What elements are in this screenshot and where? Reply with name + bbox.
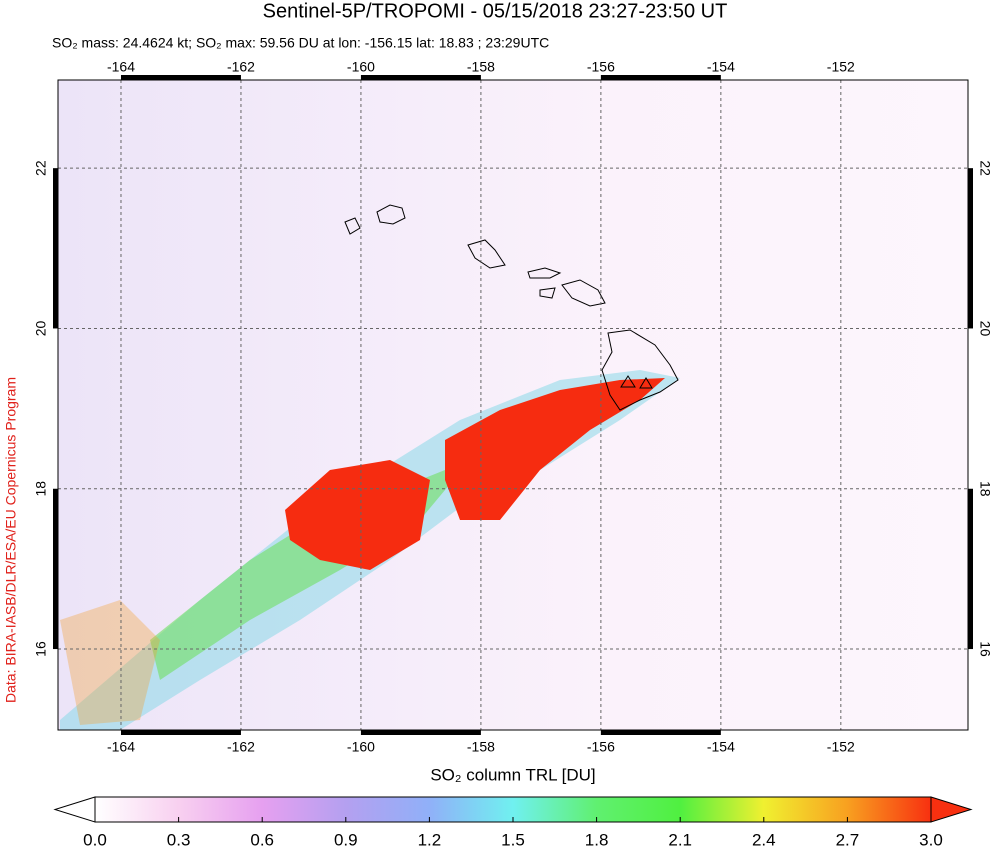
colorbar-tick-label: 0.6 bbox=[250, 830, 274, 849]
y-tick-label: 16 bbox=[977, 641, 991, 657]
island bbox=[539, 287, 556, 299]
plume-core bbox=[285, 460, 430, 570]
plume-core bbox=[445, 378, 665, 520]
colorbar-tick-label: 2.7 bbox=[836, 830, 860, 849]
frame-segment bbox=[600, 730, 721, 735]
x-tick-label: -158 bbox=[467, 59, 495, 75]
x-tick-label: -156 bbox=[587, 739, 615, 755]
colorbar-tick-label: 0.3 bbox=[167, 830, 191, 849]
colorbar-tick-label: 0.0 bbox=[83, 830, 107, 849]
island bbox=[527, 267, 562, 279]
coastlines bbox=[344, 204, 679, 411]
y-tick-label: 22 bbox=[33, 160, 49, 176]
island bbox=[344, 217, 361, 235]
frame-segment bbox=[968, 488, 973, 650]
y-tick-label: 18 bbox=[33, 481, 49, 497]
colorbar: 0.0 0.3 0.6 0.9 1.2 1.5 1.8 2.1 2.4 2.7 3.0 bbox=[53, 796, 973, 849]
frame-segment bbox=[53, 168, 58, 329]
axis-labels: -164 -164 -162 -162 -160 -160 -158 -158 -156 -156… bbox=[33, 59, 991, 755]
frame-segment bbox=[53, 488, 58, 650]
x-tick-label: -160 bbox=[347, 739, 375, 755]
grid bbox=[58, 80, 968, 730]
y-tick-label: 22 bbox=[977, 160, 991, 176]
x-tick-label: -152 bbox=[827, 59, 855, 75]
frame-segment bbox=[120, 730, 241, 735]
map-frame bbox=[57, 79, 969, 731]
colorbar-tick-label: 2.4 bbox=[752, 830, 776, 849]
x-tick-label: -156 bbox=[587, 59, 615, 75]
subtitle: SO₂ mass: 24.4624 kt; SO₂ max: 59.56 DU … bbox=[52, 35, 549, 51]
x-tick-label: -158 bbox=[467, 739, 495, 755]
y-tick-label: 20 bbox=[977, 321, 991, 337]
colorbar-tick-label: 1.8 bbox=[585, 830, 609, 849]
frame-segment bbox=[968, 168, 973, 329]
title: Sentinel-5P/TROPOMI - 05/15/2018 23:27-2… bbox=[263, 0, 728, 22]
x-tick-label: -162 bbox=[227, 59, 255, 75]
colorbar-tick-label: 2.1 bbox=[668, 830, 692, 849]
map-area bbox=[58, 80, 968, 730]
frame-segment bbox=[360, 75, 481, 80]
frame-segment bbox=[120, 75, 241, 80]
x-tick-label: -154 bbox=[707, 59, 735, 75]
colorbar-tick-label: 0.9 bbox=[334, 830, 358, 849]
frame-segment bbox=[360, 730, 481, 735]
y-tick-label: 18 bbox=[977, 481, 991, 497]
island bbox=[601, 329, 679, 411]
island bbox=[467, 239, 506, 269]
x-tick-label: -160 bbox=[347, 59, 375, 75]
x-tick-label: -152 bbox=[827, 739, 855, 755]
colorbar-label: SO₂ column TRL [DU] bbox=[430, 765, 595, 784]
y-tick-label: 20 bbox=[33, 320, 49, 336]
colorbar-tick-label: 3.0 bbox=[919, 830, 943, 849]
colorbar-under bbox=[53, 796, 96, 823]
frame-segment bbox=[600, 75, 721, 80]
x-tick-label: -154 bbox=[707, 739, 735, 755]
island bbox=[561, 279, 606, 307]
x-tick-label: -164 bbox=[107, 59, 135, 75]
colorbar-tick-label: 1.2 bbox=[418, 830, 442, 849]
x-tick-label: -162 bbox=[227, 739, 255, 755]
x-tick-label: -164 bbox=[107, 739, 135, 755]
credit: Data: BIRA-IASB/DLR/ESA/EU Copernicus Pr… bbox=[3, 377, 19, 703]
y-tick-label: 16 bbox=[33, 641, 49, 657]
plume-edge bbox=[60, 600, 160, 725]
colorbar-over bbox=[930, 796, 973, 823]
colorbar-tick-label: 1.5 bbox=[501, 830, 525, 849]
volcano-marker bbox=[620, 375, 653, 389]
island bbox=[376, 204, 406, 225]
